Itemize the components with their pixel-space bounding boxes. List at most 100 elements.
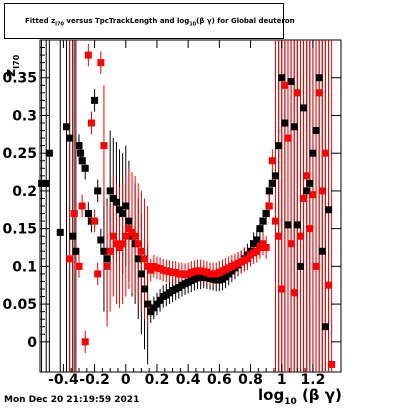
data-point: [66, 134, 74, 142]
data-point: [112, 198, 120, 206]
data-point: [153, 300, 161, 308]
data-point: [144, 262, 152, 270]
data-point: [271, 172, 279, 180]
data-point: [296, 262, 304, 270]
data-point: [87, 119, 95, 127]
x-tick-label: 0.2: [145, 372, 170, 388]
data-point: [119, 210, 127, 218]
data-point: [75, 262, 83, 270]
data-point: [112, 240, 120, 248]
data-point: [296, 232, 304, 240]
y-tick-label: 0: [27, 335, 37, 351]
data-point: [122, 202, 130, 210]
data-point: [140, 255, 148, 263]
data-point: [97, 236, 105, 244]
data-point: [78, 157, 86, 165]
y-tick-label: 0.05: [2, 297, 37, 313]
data-point: [321, 149, 329, 157]
x-tick-label: -0.2: [79, 372, 110, 388]
data-point: [284, 221, 292, 229]
data-point: [256, 244, 264, 251]
x-tick-label: 0.8: [238, 372, 263, 388]
data-point: [275, 142, 283, 150]
data-point: [42, 179, 50, 187]
data-point: [315, 74, 323, 82]
data-point: [271, 217, 279, 225]
data-point: [100, 247, 108, 255]
y-tick-label: 0.25: [2, 146, 37, 162]
data-point: [321, 323, 329, 331]
data-point: [278, 285, 286, 293]
data-point: [318, 247, 326, 255]
data-point: [72, 247, 80, 255]
data-point: [119, 240, 127, 248]
data-point: [140, 285, 148, 293]
y-tick-label: 0.15: [2, 222, 37, 238]
data-point: [77, 149, 85, 157]
data-point: [116, 206, 124, 214]
data-point: [56, 228, 64, 236]
data-point: [243, 255, 251, 263]
y-tick-label: 0.2: [12, 184, 37, 200]
data-point: [150, 304, 158, 312]
data-point: [116, 244, 124, 251]
title-part-3: (β γ) for Global deuteron: [196, 17, 295, 25]
data-point: [134, 240, 142, 248]
data-point: [97, 59, 105, 67]
x-tick-label: 0: [121, 372, 131, 388]
data-point: [284, 134, 292, 142]
data-point: [125, 217, 133, 225]
data-point: [137, 270, 145, 278]
data-point: [306, 179, 314, 187]
data-point: [309, 191, 317, 199]
data-point: [91, 217, 99, 225]
data-point: [94, 187, 102, 195]
x-tick-label: -0.4: [48, 372, 79, 388]
data-point: [303, 172, 311, 180]
data-point: [147, 266, 155, 274]
x-axis-ticks: -0.4 -0.2 0 0.2 0.4 0.6 0.8 1 1.2: [48, 40, 325, 388]
data-point: [275, 232, 283, 240]
data-point: [256, 225, 264, 233]
data-point: [103, 262, 111, 270]
data-point: [328, 360, 336, 368]
title-sub-1: I70: [55, 21, 64, 28]
x-tick-label: 1.2: [301, 372, 326, 388]
data-point: [281, 81, 289, 89]
data-point: [315, 89, 323, 97]
data-point: [66, 255, 74, 263]
data-point: [278, 74, 286, 82]
data-point: [281, 119, 289, 127]
y-tick-label: 0.35: [2, 71, 37, 87]
data-point: [309, 149, 317, 157]
data-point: [268, 179, 276, 187]
data-point: [78, 202, 86, 210]
data-point: [293, 221, 301, 229]
y-axis-ticks: 0 0.05 0.1 0.15 0.2 0.25 0.3 0.35: [2, 47, 341, 351]
data-point: [63, 123, 71, 131]
x-axis-label: log10 (β γ): [258, 386, 342, 407]
data-point: [325, 281, 333, 289]
data-point: [131, 232, 139, 240]
data-point: [300, 104, 308, 112]
data-point: [287, 78, 295, 85]
data-point: [122, 232, 130, 240]
data-point: [125, 225, 133, 233]
chart-title: Fitted zI70 versus TpcTrackLength and lo…: [25, 17, 295, 27]
data-point: [94, 270, 102, 278]
data-point: [109, 232, 117, 240]
data-point: [268, 157, 276, 165]
data-point: [253, 247, 261, 255]
x-tick-label: 0.4: [176, 372, 201, 388]
data-point: [312, 262, 320, 270]
data-point: [293, 89, 301, 97]
data-point: [300, 194, 308, 202]
data-point: [134, 255, 142, 263]
title-part-2: versus TpcTrackLength and log: [63, 17, 190, 25]
data-point: [262, 210, 270, 218]
data-point: [265, 202, 273, 210]
data-point: [253, 236, 261, 244]
data-points: [38, 51, 336, 368]
data-point: [137, 247, 145, 255]
